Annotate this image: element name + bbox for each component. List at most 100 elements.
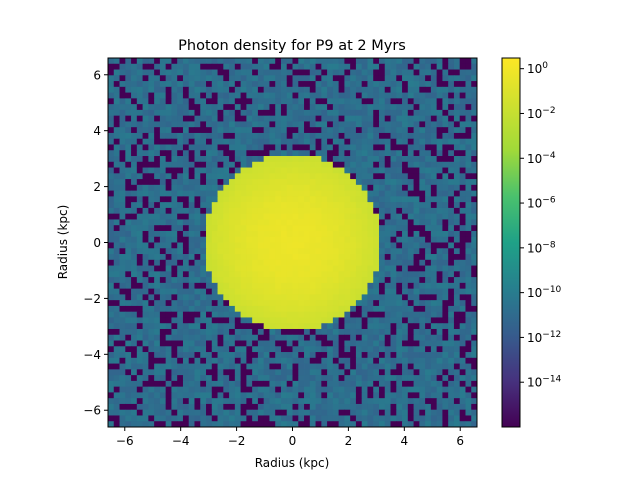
- heatmap-cell: [125, 98, 132, 105]
- heatmap-cell: [465, 380, 472, 388]
- heatmap-cell: [142, 277, 149, 284]
- heatmap-cell: [108, 150, 115, 157]
- heatmap-cell: [217, 248, 224, 255]
- heatmap-cell: [131, 184, 138, 192]
- heatmap-cell: [171, 156, 178, 163]
- heatmap-cell: [240, 127, 247, 134]
- heatmap-cell: [350, 392, 357, 399]
- heatmap-cell: [419, 63, 426, 70]
- heatmap-cell: [269, 104, 276, 111]
- heatmap-cell: [240, 225, 247, 232]
- heatmap-cell: [378, 265, 386, 272]
- heatmap-cell: [200, 92, 207, 99]
- heatmap-cell: [425, 144, 432, 151]
- heatmap-cell: [177, 369, 184, 376]
- heatmap-cell: [131, 409, 138, 416]
- heatmap-cell: [280, 403, 288, 411]
- heatmap-cell: [390, 317, 397, 324]
- heatmap-cell: [355, 415, 363, 422]
- heatmap-cell: [361, 81, 368, 88]
- heatmap-cell: [419, 375, 426, 382]
- heatmap-cell: [292, 63, 299, 70]
- heatmap-cell: [188, 357, 195, 364]
- heatmap-cell: [165, 121, 172, 128]
- heatmap-cell: [471, 271, 478, 278]
- heatmap-cell: [367, 207, 374, 215]
- heatmap-cell: [338, 190, 345, 197]
- heatmap-cell: [413, 184, 420, 192]
- heatmap-cell: [315, 236, 322, 243]
- heatmap-cell: [131, 75, 138, 82]
- heatmap-cell: [298, 144, 305, 151]
- heatmap-cell: [361, 254, 368, 261]
- heatmap-cell: [125, 173, 132, 180]
- heatmap-cell: [378, 127, 386, 134]
- heatmap-cell: [471, 369, 478, 376]
- heatmap-cell: [206, 150, 213, 157]
- heatmap-cell: [367, 265, 374, 272]
- heatmap-cell: [194, 196, 201, 203]
- heatmap-cell: [292, 311, 299, 318]
- heatmap-cell: [229, 230, 236, 238]
- heatmap-cell: [430, 156, 438, 163]
- heatmap-cell: [419, 173, 426, 180]
- heatmap-cell: [304, 386, 311, 393]
- heatmap-cell: [211, 346, 218, 353]
- heatmap-cell: [229, 363, 236, 370]
- heatmap-cell: [459, 346, 466, 353]
- heatmap-cell: [459, 196, 466, 203]
- heatmap-cell: [229, 386, 236, 393]
- heatmap-cell: [350, 311, 357, 318]
- heatmap-cell: [402, 386, 409, 393]
- heatmap-cell: [188, 92, 195, 99]
- heatmap-cell: [206, 398, 213, 405]
- heatmap-cell: [430, 259, 438, 266]
- heatmap-cell: [436, 248, 443, 255]
- heatmap-cell: [165, 375, 172, 382]
- heatmap-cell: [280, 288, 288, 295]
- heatmap-cell: [384, 75, 391, 82]
- heatmap-cell: [229, 184, 236, 192]
- heatmap-cell: [327, 86, 334, 93]
- heatmap-cell: [448, 334, 455, 341]
- heatmap-cell: [194, 121, 201, 128]
- heatmap-cell: [223, 92, 230, 99]
- heatmap-cell: [407, 75, 414, 82]
- heatmap-cell: [148, 357, 155, 364]
- heatmap-cell: [378, 375, 386, 382]
- heatmap-cell: [344, 213, 351, 220]
- heatmap-cell: [234, 225, 242, 232]
- heatmap-cell: [304, 317, 311, 324]
- heatmap-cell: [240, 167, 247, 174]
- heatmap-cell: [436, 167, 443, 174]
- heatmap-cell: [131, 248, 138, 255]
- heatmap-cell: [471, 63, 478, 70]
- heatmap-cell: [269, 202, 276, 209]
- heatmap-cell: [378, 156, 386, 163]
- heatmap-cell: [413, 144, 420, 151]
- heatmap-cell: [315, 98, 322, 105]
- heatmap-cell: [298, 69, 305, 76]
- heatmap-cell: [113, 167, 120, 174]
- heatmap-cell: [188, 86, 195, 93]
- heatmap-cell: [154, 346, 161, 353]
- heatmap-cell: [425, 75, 432, 82]
- heatmap-cell: [344, 109, 351, 117]
- heatmap-cell: [304, 213, 311, 220]
- heatmap-cell: [448, 369, 455, 376]
- heatmap-cell: [338, 69, 345, 76]
- heatmap-cell: [108, 213, 115, 220]
- x-tick-label: 4: [400, 434, 408, 448]
- heatmap-cell: [390, 184, 397, 192]
- heatmap-cell: [413, 357, 420, 364]
- heatmap-cell: [407, 248, 414, 255]
- heatmap-cell: [257, 398, 265, 405]
- heatmap-cell: [119, 403, 126, 411]
- heatmap-cell: [396, 363, 403, 370]
- heatmap-cell: [436, 277, 443, 284]
- heatmap-cell: [396, 58, 403, 65]
- heatmap-cell: [177, 69, 184, 76]
- heatmap-cell: [453, 386, 461, 393]
- heatmap-cell: [436, 121, 443, 128]
- heatmap-cell: [332, 161, 340, 168]
